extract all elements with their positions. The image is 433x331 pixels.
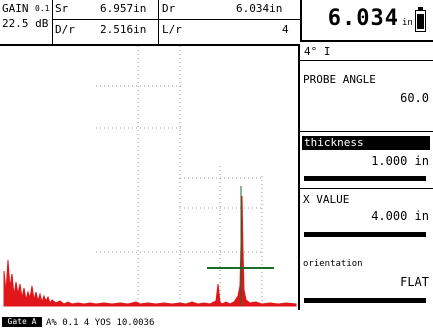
divider bbox=[52, 0, 53, 44]
sr-label: Sr bbox=[55, 2, 69, 15]
gate-cursor[interactable] bbox=[207, 186, 274, 306]
parameter-panel: 4° I PROBE ANGLE 60.0 thickness 1.000 in… bbox=[300, 44, 433, 310]
status-bar: Gate A A% 0.1 4 YOS 10.0036 bbox=[0, 314, 433, 331]
dr2-label: D/r bbox=[55, 23, 75, 36]
divider bbox=[300, 131, 433, 132]
lr-value: 4 bbox=[282, 23, 289, 36]
gain-value: 22.5 dB bbox=[2, 17, 49, 30]
orientation-bar bbox=[304, 298, 426, 303]
reading-unit: in bbox=[402, 18, 413, 28]
a-scan-svg bbox=[3, 46, 297, 307]
thickness-label[interactable]: thickness bbox=[302, 136, 430, 150]
a-scan-display[interactable] bbox=[0, 46, 300, 310]
echo-trace bbox=[3, 195, 297, 307]
angle-icon: 4° I bbox=[304, 45, 331, 58]
divider bbox=[300, 60, 433, 61]
dr-label: Dr bbox=[162, 2, 176, 15]
main-reading: 6.034 in bbox=[300, 0, 433, 42]
lr-label: L/r bbox=[162, 23, 182, 36]
probe-angle-label: PROBE ANGLE bbox=[303, 73, 376, 86]
orientation-label: orientation bbox=[303, 259, 363, 269]
divider bbox=[300, 188, 433, 189]
dr2-value: 2.516in bbox=[100, 23, 147, 36]
orientation-value[interactable]: FLAT bbox=[400, 275, 429, 289]
divider bbox=[158, 0, 159, 44]
x-value-value[interactable]: 4.000 in bbox=[371, 209, 429, 223]
dr-value: 6.034in bbox=[236, 2, 283, 15]
thickness-value[interactable]: 1.000 in bbox=[371, 154, 429, 168]
status-text: A% 0.1 4 YOS 10.0036 bbox=[46, 318, 155, 328]
gain-step: 0.1 bbox=[35, 4, 50, 13]
battery-icon bbox=[415, 7, 426, 32]
gate-status-badge: Gate A bbox=[2, 317, 42, 327]
reading-value: 6.034 bbox=[327, 6, 399, 31]
grid bbox=[96, 46, 263, 306]
readout-strip: GAIN 0.1 22.5 dB Sr 6.957in Dr 6.034in D… bbox=[0, 0, 300, 46]
x-value-bar bbox=[304, 232, 426, 237]
thickness-bar bbox=[304, 176, 426, 181]
divider bbox=[52, 19, 300, 20]
sr-value: 6.957in bbox=[100, 2, 147, 15]
gain-label: GAIN bbox=[2, 2, 29, 15]
probe-angle-value[interactable]: 60.0 bbox=[400, 91, 429, 105]
x-value-label: X VALUE bbox=[303, 193, 350, 206]
